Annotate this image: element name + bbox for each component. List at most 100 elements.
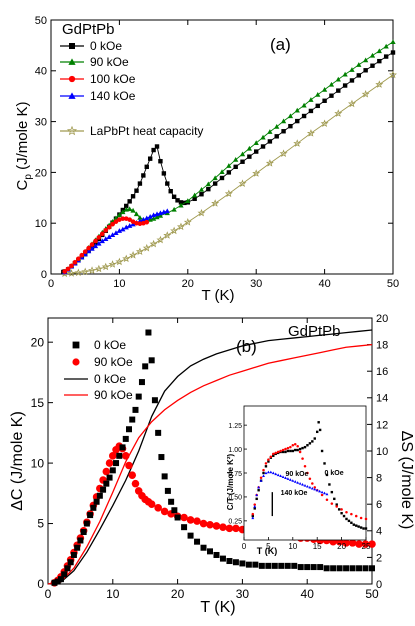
panel-a-series-90-koe-point bbox=[253, 140, 259, 146]
panel-b-heat-series-0-koe-point bbox=[343, 565, 350, 572]
panel-b-heat-series-0-koe-point bbox=[349, 565, 356, 572]
panel-b-legend-entry-90-koe-label: 90 kOe bbox=[94, 388, 133, 402]
inset-series-0-koe-point bbox=[342, 514, 346, 518]
inset-series-90-koe-point bbox=[301, 457, 304, 460]
panel-a-series-140-koe-point bbox=[113, 230, 119, 235]
panel-a-series-90-koe-point bbox=[120, 209, 126, 215]
panel-b-heat-series-0-koe-point bbox=[232, 559, 239, 566]
inset-x-tick-label: 20 bbox=[337, 542, 346, 551]
inset-series-140-koe-point bbox=[271, 471, 275, 475]
inset-y-tick-label: 0.75 bbox=[228, 471, 242, 478]
inset-series-90-koe-point bbox=[298, 450, 302, 454]
panel-a-sample-label: GdPtPb bbox=[62, 21, 115, 38]
panel-a-y-tick-label: 10 bbox=[35, 218, 47, 230]
inset-series-140-koe-point bbox=[315, 488, 319, 492]
inset-series-90-koe-point bbox=[340, 508, 343, 511]
panel-b-left-y-tick-label: 0 bbox=[37, 577, 44, 591]
panel-a-series-0-koe-point bbox=[254, 149, 259, 154]
panel-a-series-0-koe-point bbox=[356, 73, 361, 78]
inset-series-140-koe bbox=[251, 470, 329, 520]
panel-a-series-lapbpt-heat-capacity-point bbox=[81, 267, 90, 276]
panel-b-heat-series-0-koe-point bbox=[291, 562, 298, 569]
inset-x-tick-label: 10 bbox=[288, 542, 297, 551]
panel-b-heat-series-0-koe-point bbox=[74, 544, 81, 551]
panel-a-series-0-koe-point bbox=[192, 196, 197, 202]
inset-series-0-koe-point bbox=[291, 449, 294, 453]
inset-series-90-koe-point bbox=[267, 458, 270, 461]
panel-a-series-lapbpt-heat-capacity-point bbox=[293, 139, 302, 147]
panel-a-data bbox=[60, 39, 397, 278]
inset-series-0-koe-point bbox=[320, 449, 324, 453]
panel-a-x-tick-label: 20 bbox=[182, 278, 194, 290]
panel-a-series-100-koe-point bbox=[137, 221, 143, 227]
panel-b-right-y-tick-label: 2 bbox=[376, 552, 382, 564]
panel-a-series-90-koe-point bbox=[127, 206, 133, 212]
panel-a-series-90-koe-point bbox=[133, 211, 140, 217]
panel-a-series-90-koe-point bbox=[178, 202, 184, 208]
panel-a-series-90-koe-point bbox=[246, 145, 252, 151]
panel-b-heat-series-0-koe-point bbox=[207, 548, 213, 555]
inset-annotations: 0 kOe 90 kOe 140 kOe bbox=[281, 470, 344, 497]
panel-a-series-0-koe-point bbox=[267, 139, 273, 144]
panel-a-series-lapbpt-heat-capacity-point bbox=[94, 264, 103, 273]
panel-a-series-0-koe-point bbox=[154, 144, 160, 149]
panel-a-y-axis-title-unit: (J/mole K) bbox=[14, 102, 31, 175]
panel-b-heat-series-90-koe-point bbox=[105, 459, 114, 467]
panel-a-y-axis-title-main: C bbox=[14, 179, 31, 190]
panel-a-series-0-koe-point bbox=[247, 154, 252, 159]
panel-a-series-90-koe-point bbox=[383, 43, 389, 49]
panel-a-series-lapbpt-heat-capacity-point bbox=[170, 226, 179, 235]
inset-series-0-koe-point bbox=[330, 490, 334, 494]
panel-a-series-140-koe-point bbox=[103, 236, 109, 242]
inset-series-140-koe-point bbox=[274, 472, 278, 476]
panel-b-heat-series-0-koe-point bbox=[245, 561, 252, 568]
panel-a-series-lapbpt-heat-capacity-point bbox=[320, 119, 329, 128]
inset-series-90-koe-point bbox=[350, 512, 353, 516]
panel-a-series-0-koe-point bbox=[336, 88, 341, 93]
panel-b-heat-series-90-koe-point bbox=[348, 539, 357, 547]
inset-series-0-koe-point bbox=[289, 449, 292, 453]
panel-a-legend: 0 kOe 90 kOe 100 kOe 140 kOe LaPbPt heat cap… bbox=[60, 39, 203, 138]
panel-a-series-90-koe-point bbox=[154, 214, 160, 220]
inset-series-90-koe-point bbox=[311, 482, 314, 485]
panel-a-series-0-koe-point bbox=[383, 54, 389, 59]
panel-a-series-100-koe-point bbox=[110, 221, 115, 227]
panel-a-series-90-koe-point bbox=[274, 124, 280, 129]
panel-b-heat-series-0-koe-point bbox=[219, 555, 226, 562]
inset-series-140-koe-point bbox=[286, 477, 290, 480]
panel-a-series-0-koe-point bbox=[322, 98, 327, 103]
panel-a-series-lapbpt-heat-capacity-point bbox=[211, 199, 220, 207]
panel-b-heat-series-90-koe-point bbox=[125, 461, 133, 470]
panel-b-heat-series-0-koe-point bbox=[109, 467, 116, 474]
inset-series-0-koe-point bbox=[257, 489, 260, 492]
panel-a-series-0-koe-point bbox=[226, 170, 232, 175]
panel-a-series-90-koe-point bbox=[308, 97, 314, 102]
panel-b-x-tick-label: 20 bbox=[171, 587, 185, 601]
inset-series-90-koe-point bbox=[293, 443, 297, 446]
inset-series-90-koe-point bbox=[259, 476, 263, 480]
inset-y-axis-title: C/T (J/mole K²) bbox=[226, 453, 235, 510]
inset-series-0-koe-point bbox=[251, 514, 254, 518]
panel-a-series-90-koe-point bbox=[212, 175, 218, 181]
inset-series-140-koe-point bbox=[281, 475, 285, 478]
panel-a-series-90-koe-point bbox=[239, 151, 246, 157]
panel-a-series-140-koe-point bbox=[99, 238, 105, 244]
panel-a-series-lapbpt-heat-capacity-point bbox=[67, 269, 76, 277]
panel-a-y-tick-label: 50 bbox=[35, 15, 47, 27]
panel-b-legend-entry-90-koe: 90 kOe bbox=[72, 355, 133, 369]
inset-series-140-koe-point bbox=[253, 505, 257, 508]
panel-a-series-90-koe-point bbox=[219, 169, 225, 175]
panel-a-series-0-koe-point bbox=[349, 78, 355, 83]
panel-a-series-0-koe-point bbox=[137, 181, 143, 186]
panel-b-heat-series-0-koe-point bbox=[317, 564, 324, 571]
panel-a-series-0-koe-point bbox=[206, 186, 211, 192]
panel-a-series-lapbpt-heat-capacity bbox=[60, 70, 397, 278]
panel-a-series-140-koe-point bbox=[96, 240, 102, 246]
inset-series-90-koe-point bbox=[325, 498, 329, 502]
panel-a-x-tick-label: 40 bbox=[318, 278, 330, 290]
panel-b-heat-series-0-koe-point bbox=[336, 565, 343, 572]
inset-series-0-koe-point bbox=[335, 503, 338, 506]
panel-b-entropy-series-0-koe bbox=[47, 329, 373, 585]
panel-a-series-100-koe-point bbox=[127, 217, 132, 222]
